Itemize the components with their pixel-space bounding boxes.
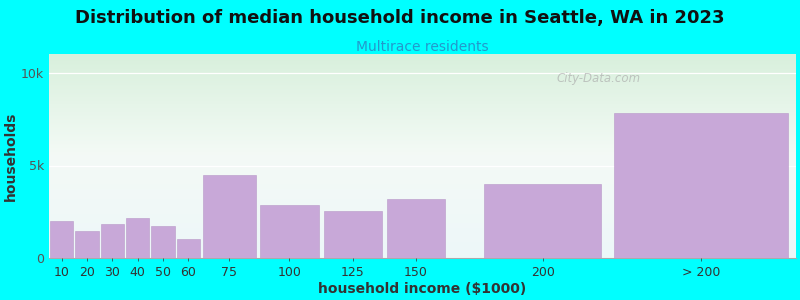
Bar	[387, 199, 445, 258]
X-axis label: household income ($1000): household income ($1000)	[318, 282, 526, 296]
Text: Distribution of median household income in Seattle, WA in 2023: Distribution of median household income …	[75, 9, 725, 27]
Bar	[75, 230, 98, 258]
Bar	[260, 205, 318, 258]
Bar	[324, 211, 382, 258]
Bar	[126, 218, 149, 258]
Bar	[151, 226, 174, 258]
Bar	[101, 224, 124, 258]
Title: Multirace residents: Multirace residents	[356, 40, 489, 54]
Text: City-Data.com: City-Data.com	[557, 72, 641, 86]
Y-axis label: households: households	[4, 112, 18, 201]
Bar	[177, 239, 200, 258]
Bar	[485, 184, 601, 258]
Bar	[614, 113, 788, 258]
Bar	[50, 221, 74, 258]
Bar	[203, 175, 255, 258]
